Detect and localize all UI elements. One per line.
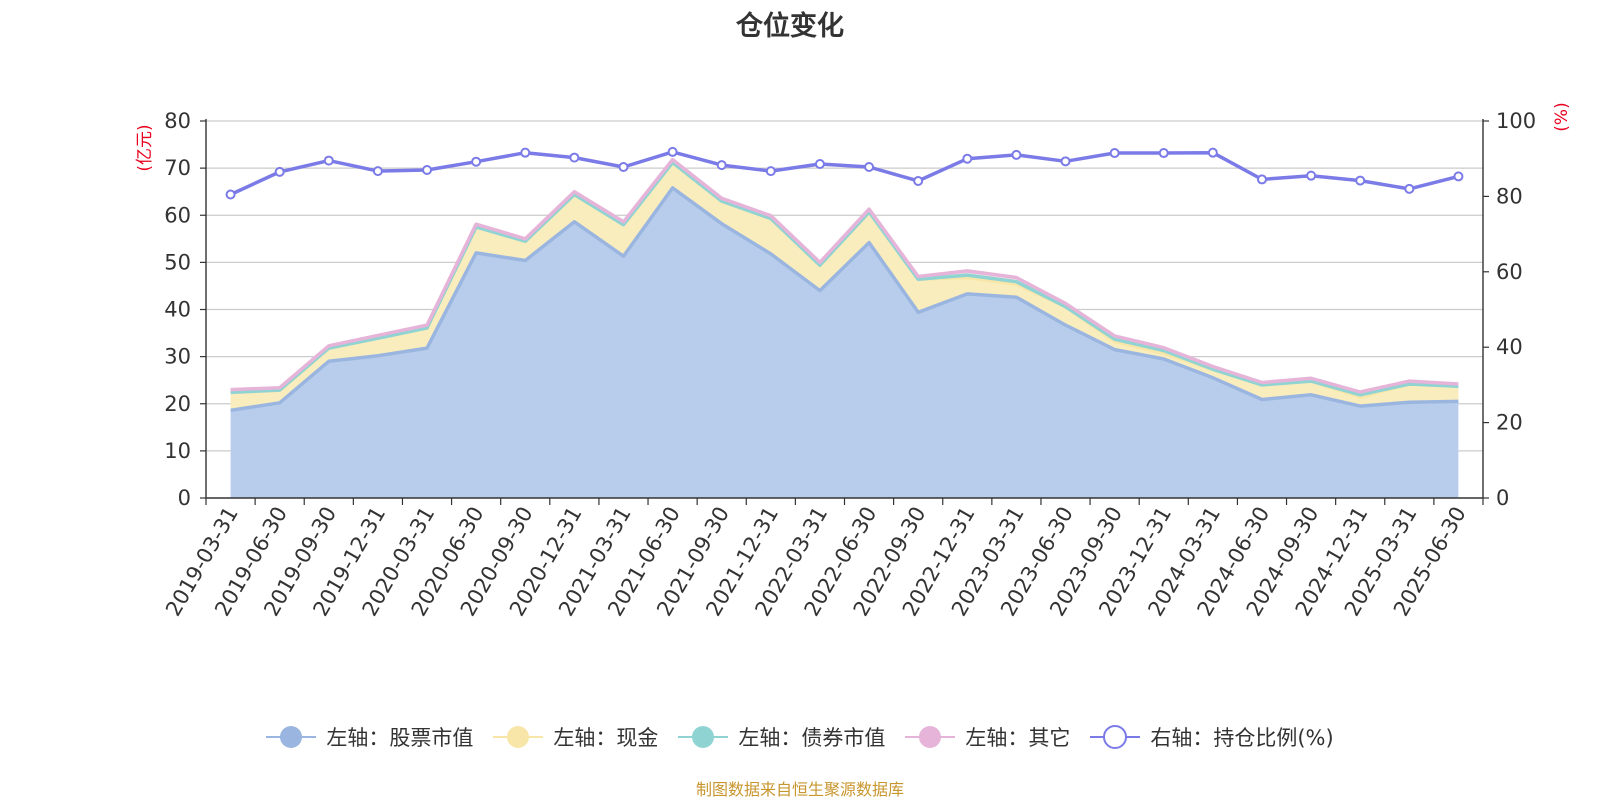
y-left-axis-label: (亿元) — [135, 124, 155, 171]
area-line-series-4 — [230, 157, 1459, 394]
position-ratio-point — [1404, 183, 1415, 194]
position-ratio-point — [765, 166, 776, 177]
legend-item-4[interactable]: 左轴：其它 — [905, 722, 1070, 752]
position-ratio-point — [618, 161, 629, 172]
position-ratio-point — [1060, 156, 1071, 167]
legend-label: 右轴：持仓比例(%) — [1150, 726, 1334, 750]
position-ratio-point — [716, 160, 727, 171]
y-right-tick-label: 40 — [1496, 335, 1523, 359]
position-ratio-point — [1207, 147, 1218, 158]
data-source-note: 制图数据来自恒生聚源数据库 — [695, 780, 904, 799]
y-right-tick-label: 60 — [1496, 260, 1523, 284]
position-ratio-point — [323, 155, 334, 166]
position-ratio-point — [1453, 171, 1464, 182]
position-ratio-point — [1011, 149, 1022, 160]
y-left-tick-label: 60 — [164, 203, 191, 227]
y-right-tick-label: 0 — [1496, 486, 1509, 510]
chart-title: 仓位变化 — [736, 11, 844, 42]
position-ratio-point — [962, 153, 973, 164]
legend-item-2[interactable]: 左轴：现金 — [493, 722, 658, 752]
y-left-tick-label: 0 — [178, 486, 191, 510]
y-right-tick-label: 80 — [1496, 184, 1523, 208]
y-right-axis-label: (%) — [1552, 102, 1572, 131]
position-ratio-point — [1355, 175, 1366, 186]
legend-item-3[interactable]: 左轴：债券市值 — [678, 722, 885, 752]
y-left-tick-label: 30 — [164, 345, 191, 369]
legend-symbol-icon — [493, 726, 544, 748]
y-left-tick-label: 50 — [164, 250, 191, 274]
chart-legend: 左轴：股票市值 左轴：现金 左轴：债券市值 左轴：其它 右轴：持仓比例(%) — [0, 722, 1600, 752]
position-ratio-point — [225, 189, 236, 200]
legend-symbol-icon — [905, 726, 956, 748]
y-left-tick-label: 20 — [164, 392, 191, 416]
position-ratio-point — [520, 147, 531, 158]
position-ratio-point — [913, 175, 924, 186]
position-ratio-point — [1306, 170, 1317, 181]
legend-item-5[interactable]: 右轴：持仓比例(%) — [1090, 722, 1334, 752]
position-ratio-point — [422, 165, 433, 176]
area-line-series-1 — [230, 186, 1459, 413]
position-ratio-point — [1109, 148, 1120, 159]
y-left-tick-label: 80 — [164, 109, 191, 133]
position-ratio-point — [814, 158, 825, 169]
position-ratio-point — [569, 152, 580, 163]
position-ratio-point — [372, 166, 383, 177]
legend-label: 左轴：股票市值 — [326, 726, 474, 750]
legend-symbol-icon — [1090, 725, 1141, 749]
y-left-tick-label: 40 — [164, 298, 191, 322]
position-ratio-point — [864, 161, 875, 172]
position-ratio-point — [274, 166, 285, 177]
y-left-tick-label: 70 — [164, 156, 191, 180]
y-left-tick-label: 10 — [164, 439, 191, 463]
position-ratio-point — [471, 156, 482, 167]
legend-label: 左轴：其它 — [965, 726, 1071, 750]
position-ratio-point — [1256, 174, 1267, 185]
position-ratio-point — [1158, 148, 1169, 159]
y-right-tick-label: 20 — [1496, 411, 1523, 435]
legend-symbol-icon — [678, 726, 729, 748]
legend-label: 左轴：债券市值 — [738, 726, 886, 750]
position-ratio-point — [667, 146, 678, 157]
legend-symbol-icon — [266, 726, 317, 748]
area-series-1 — [230, 187, 1459, 498]
position-ratio-line — [229, 150, 1459, 197]
y-right-tick-label: 100 — [1496, 109, 1536, 133]
legend-label: 左轴：现金 — [553, 726, 659, 750]
legend-item-1[interactable]: 左轴：股票市值 — [266, 722, 473, 752]
